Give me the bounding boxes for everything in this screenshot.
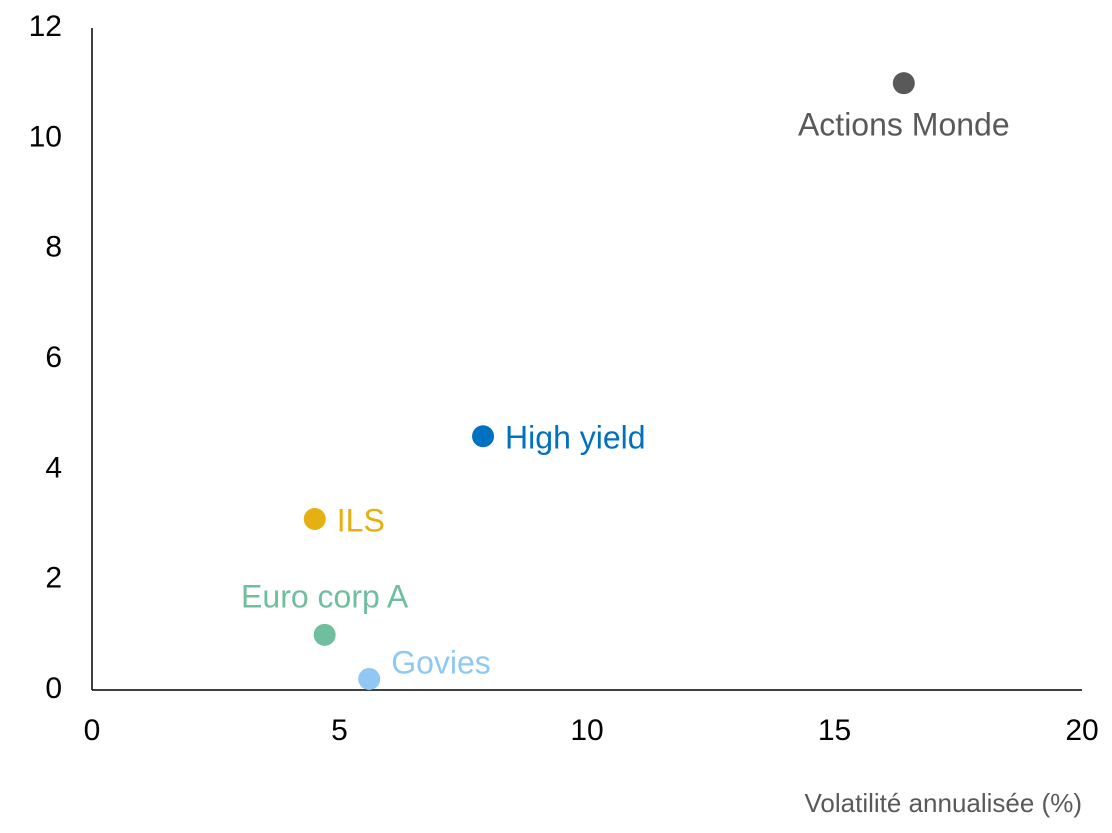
y-tick-label: 10 (29, 120, 62, 153)
y-tick-label: 0 (45, 672, 62, 705)
point (303, 507, 326, 530)
x-axis-label: Volatilité annualisée (%) (805, 788, 1083, 818)
point-label: Govies (391, 644, 491, 680)
point (892, 72, 915, 95)
y-tick-label: 2 (45, 562, 62, 595)
x-tick-label: 20 (1065, 714, 1098, 747)
y-tick-label: 12 (29, 10, 62, 43)
x-tick-label: 5 (331, 714, 348, 747)
y-tick-label: 6 (45, 341, 62, 374)
x-tick-label: 15 (818, 714, 851, 747)
point (358, 667, 381, 690)
x-tick-label: 10 (570, 714, 603, 747)
point-label: ILS (337, 502, 385, 538)
point (313, 623, 336, 646)
point (472, 425, 495, 448)
y-tick-label: 8 (45, 231, 62, 264)
y-tick-label: 4 (45, 451, 62, 484)
point-label: High yield (505, 420, 646, 456)
x-tick-label: 0 (84, 714, 101, 747)
point-label: Actions Monde (798, 107, 1010, 143)
point-label: Euro corp A (241, 578, 409, 614)
